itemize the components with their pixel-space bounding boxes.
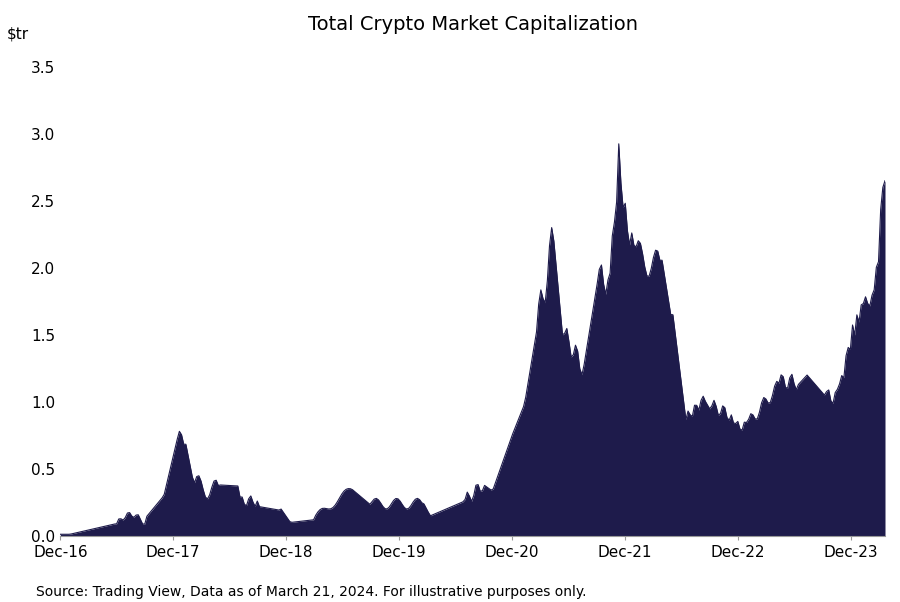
Text: Source: Trading View, Data as of March 21, 2024. For illustrative purposes only.: Source: Trading View, Data as of March 2… xyxy=(36,585,587,599)
Title: Total Crypto Market Capitalization: Total Crypto Market Capitalization xyxy=(308,15,638,34)
Text: $tr: $tr xyxy=(6,26,29,42)
